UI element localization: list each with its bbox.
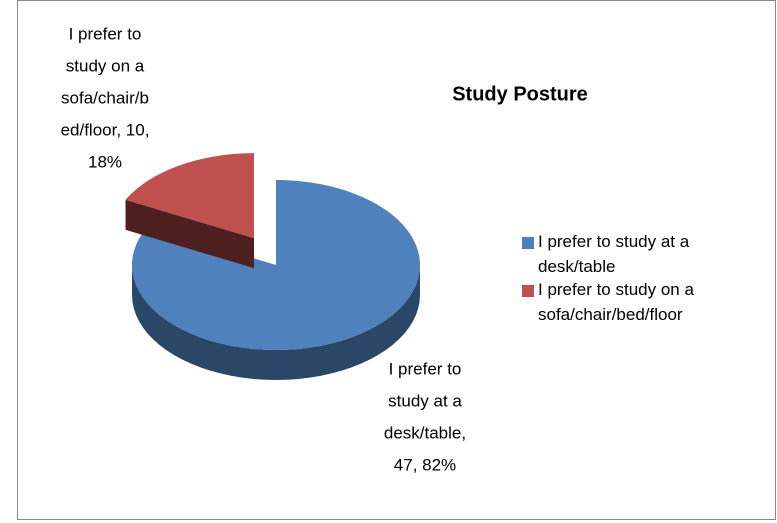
- pie-slice: [125, 153, 255, 269]
- legend-label: I prefer to study on a sofa/chair/bed/flo…: [538, 280, 694, 324]
- legend-swatch: [522, 285, 534, 297]
- slice-side: [132, 265, 420, 380]
- legend-label: I prefer to study at a desk/table: [538, 232, 690, 276]
- data-label: ed/floor, 10,: [61, 120, 150, 139]
- data-label: sofa/chair/b: [61, 88, 149, 107]
- slice-top: [125, 153, 255, 239]
- data-label: I prefer to: [389, 359, 462, 378]
- legend-line: desk/table: [538, 257, 616, 276]
- data-label: study at a: [388, 391, 462, 410]
- legend-line: I prefer to study at a: [538, 232, 690, 251]
- slice-top: [131, 180, 420, 350]
- pie-slice: [131, 180, 420, 380]
- slice-face: [125, 199, 255, 269]
- legend-swatch: [522, 237, 534, 249]
- legend-line: I prefer to study on a: [538, 280, 694, 299]
- data-label: 18%: [88, 152, 122, 171]
- data-label: 47, 82%: [394, 455, 456, 474]
- data-label: I prefer to: [69, 24, 142, 43]
- data-label: desk/table,: [384, 423, 466, 442]
- legend-line: sofa/chair/bed/floor: [538, 305, 683, 324]
- chart-title: Study Posture: [452, 83, 588, 105]
- data-label: study on a: [66, 56, 145, 75]
